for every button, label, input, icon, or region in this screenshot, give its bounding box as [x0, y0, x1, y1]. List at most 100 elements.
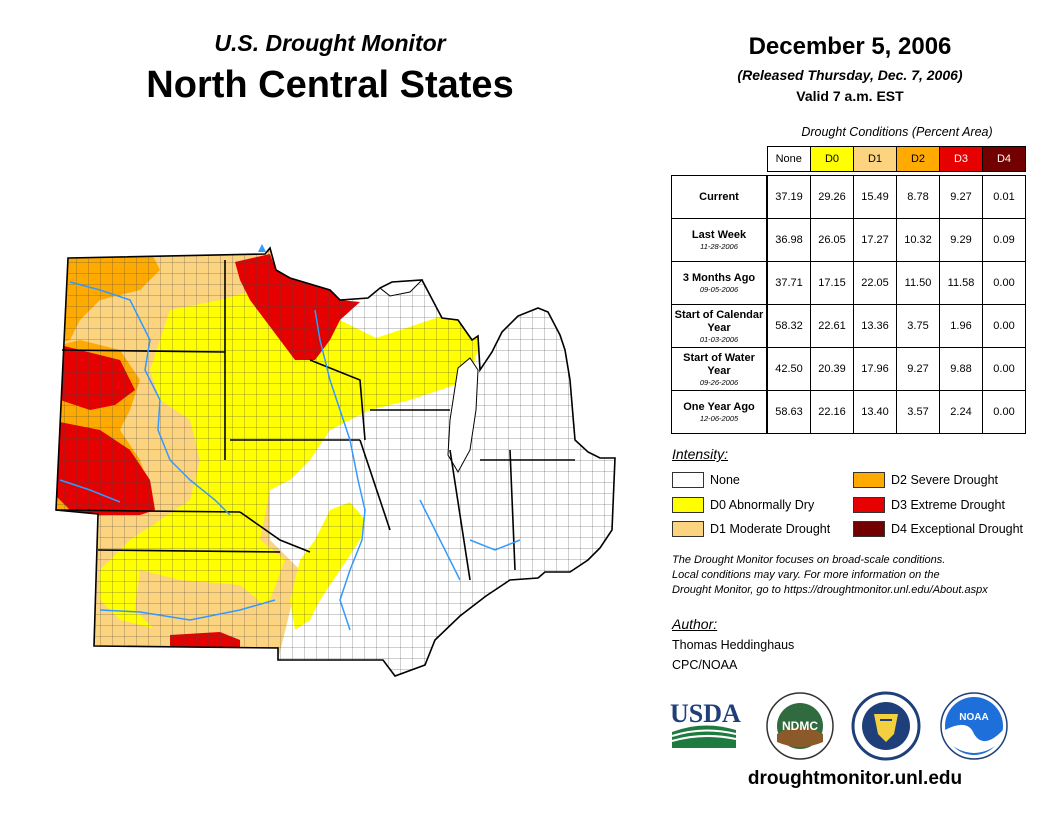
- table-cell: 3.57: [896, 390, 940, 434]
- il-in-border: [449, 449, 471, 581]
- table-cell: 37.71: [766, 261, 811, 305]
- row-label: Current: [671, 175, 768, 219]
- lake-of-the-woods: [258, 244, 266, 252]
- row-label: Start of Water Year 09-26-2006: [671, 347, 768, 391]
- row-label-text: 3 Months Ago: [682, 272, 756, 284]
- table-cell: 29.26: [810, 175, 854, 219]
- ohio-river: [469, 539, 521, 551]
- drought-conditions-table: None D0 D1 D2 D3 D4 Current 37.19 29.26 15.…: [671, 146, 1026, 434]
- commerce-seal: [851, 691, 921, 761]
- table-cell: 1.96: [939, 304, 983, 348]
- table-cell: 10.32: [896, 218, 940, 262]
- table-cell: 11.50: [896, 261, 940, 305]
- row-label-date: 12-06-2005: [699, 414, 739, 423]
- legend-label: D1 Moderate Drought: [710, 522, 831, 536]
- table-row: Start of Water Year 09-26-2006 42.50 20.39 1…: [671, 347, 1026, 391]
- row-label: Last Week 11-28-2006: [671, 218, 768, 262]
- row-label-text: Start of Calendar Year: [674, 308, 764, 334]
- author-heading: Author:: [672, 616, 718, 632]
- legend-label: None: [710, 473, 740, 487]
- row-label: 3 Months Ago 09-05-2006: [671, 261, 768, 305]
- legend-swatch: [853, 521, 885, 537]
- table-cell: 17.15: [810, 261, 854, 305]
- author-name: Thomas Heddinghaus: [672, 638, 795, 652]
- table-cell: 20.39: [810, 347, 854, 391]
- row-label: Start of Calendar Year 01-03-2006: [671, 304, 768, 348]
- table-cell: 11.58: [939, 261, 983, 305]
- row-label-date: 09-05-2006: [699, 285, 739, 294]
- legend-swatch: [672, 472, 704, 488]
- table-cell: 9.88: [939, 347, 983, 391]
- usda-logo-text: USDA: [670, 699, 741, 728]
- partner-logos: USDA NDMC NOAA: [670, 691, 1008, 761]
- table-cell: 0.00: [982, 390, 1026, 434]
- noaa-logo-text: NOAA: [959, 712, 988, 723]
- table-row: Start of Calendar Year 01-03-2006 58.32 22.…: [671, 304, 1026, 348]
- cheyenne-river: [59, 479, 121, 503]
- legend-label: D4 Exceptional Drought: [891, 522, 1024, 536]
- table-row: Current 37.19 29.26 15.49 8.78 9.27 0.01: [671, 175, 1026, 219]
- disclaimer-line-3: Drought Monitor, go to https://droughtmo…: [672, 584, 988, 596]
- row-label-date: 01-03-2006: [699, 334, 739, 344]
- table-cell: 22.61: [810, 304, 854, 348]
- row-label-text: Last Week: [691, 229, 747, 241]
- table-cell: 22.16: [810, 390, 854, 434]
- table-caption: Drought Conditions (Percent Area): [801, 125, 993, 139]
- table-cell: 36.98: [766, 218, 811, 262]
- usda-logo: USDA: [670, 699, 741, 748]
- drought-map: [55, 244, 616, 677]
- table-cell: 3.75: [896, 304, 940, 348]
- col-none: None: [766, 146, 811, 172]
- col-d4: D4: [982, 146, 1026, 172]
- ia-il-border: [359, 439, 391, 531]
- table-cell: 22.05: [853, 261, 897, 305]
- table-cell: 0.09: [982, 218, 1026, 262]
- author-org: CPC/NOAA: [672, 658, 738, 672]
- table-cell: 37.19: [766, 175, 811, 219]
- table-cell: 17.96: [853, 347, 897, 391]
- map-subtitle: U.S. Drought Monitor: [214, 30, 446, 56]
- row-label-date: 09-26-2006: [699, 377, 739, 387]
- in-oh-border: [509, 449, 516, 571]
- col-d0: D0: [810, 146, 854, 172]
- table-cell: 26.05: [810, 218, 854, 262]
- table-cell: 9.27: [896, 347, 940, 391]
- table-cell: 58.63: [766, 390, 811, 434]
- legend-title: Intensity:: [672, 446, 729, 462]
- row-label: One Year Ago 12-06-2005: [671, 390, 768, 434]
- row-label-date: 11-28-2006: [700, 242, 738, 251]
- region-outline: [55, 246, 616, 677]
- mississippi-river: [314, 309, 366, 631]
- map-date: December 5, 2006: [748, 33, 952, 60]
- sd-ne-border: [55, 509, 241, 513]
- ndmc-logo-text: NDMC: [782, 719, 818, 733]
- ndmc-logo: NDMC: [766, 692, 834, 760]
- table-cell: 9.29: [939, 218, 983, 262]
- legend-label: D3 Extreme Drought: [891, 498, 1005, 512]
- disclaimer-text: The Drought Monitor focuses on broad-sca…: [672, 553, 1042, 598]
- table-cell: 13.36: [853, 304, 897, 348]
- table-cell: 13.40: [853, 390, 897, 434]
- row-label-text: Current: [699, 190, 739, 203]
- website-url[interactable]: droughtmonitor.unl.edu: [747, 768, 963, 789]
- illinois-river: [419, 499, 461, 581]
- table-cell: 0.00: [982, 304, 1026, 348]
- legend-swatch: [853, 472, 885, 488]
- table-cell: 17.27: [853, 218, 897, 262]
- table-cell: 58.32: [766, 304, 811, 348]
- table-row: Last Week 11-28-2006 36.98 26.05 17.27 10.32 9…: [671, 218, 1026, 262]
- table-cell: 2.24: [939, 390, 983, 434]
- region-title: North Central States: [146, 64, 514, 106]
- legend-swatch: [853, 497, 885, 513]
- noaa-logo: NOAA: [940, 692, 1008, 760]
- valid-time: Valid 7 a.m. EST: [796, 88, 904, 104]
- disclaimer-line-2: Local conditions may vary. For more info…: [672, 569, 940, 581]
- col-d3: D3: [939, 146, 983, 172]
- table-row: One Year Ago 12-06-2005 58.63 22.16 13.40 3.5…: [671, 390, 1026, 434]
- table-cell: 0.01: [982, 175, 1026, 219]
- table-cell: 15.49: [853, 175, 897, 219]
- table-cell: 42.50: [766, 347, 811, 391]
- row-label-text: One Year Ago: [683, 401, 755, 413]
- table-cell: 0.00: [982, 261, 1026, 305]
- table-row: 3 Months Ago 09-05-2006 37.71 17.15 22.05 11.…: [671, 261, 1026, 305]
